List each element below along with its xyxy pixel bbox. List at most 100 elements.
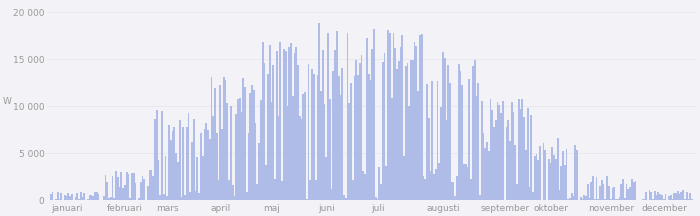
Bar [219,85,221,200]
Bar [690,193,691,200]
Bar [656,195,657,200]
Bar [140,182,141,200]
Bar [82,197,83,200]
Bar [671,199,673,200]
Bar [363,171,364,200]
Bar [620,184,622,200]
Bar [227,103,228,200]
Bar [486,142,488,200]
Bar [516,184,518,200]
Bar [426,84,428,200]
Bar [613,187,615,200]
Bar [170,140,172,200]
Bar [583,195,585,200]
Bar [75,197,76,200]
Bar [326,157,327,200]
Bar [373,29,374,200]
Bar [177,162,178,200]
Bar [110,197,111,200]
Bar [382,62,384,200]
Bar [612,188,613,200]
Bar [500,113,502,200]
Bar [60,193,62,200]
Bar [536,154,538,200]
Bar [147,186,148,200]
Bar [200,133,202,200]
Bar [214,88,216,200]
Bar [260,100,262,200]
Bar [454,196,456,200]
Bar [566,149,568,200]
Bar [405,66,407,200]
Bar [160,195,161,200]
Bar [92,196,94,200]
Bar [622,179,624,200]
Bar [414,42,416,200]
Bar [668,196,670,200]
Bar [174,127,175,200]
Bar [481,100,482,200]
Bar [654,191,656,200]
Bar [175,153,177,200]
Bar [509,141,511,200]
Bar [460,71,461,200]
Bar [336,31,338,200]
Bar [225,81,227,200]
Bar [182,127,184,200]
Bar [407,63,408,200]
Bar [116,171,117,200]
Bar [424,179,426,200]
Bar [475,96,477,200]
Bar [495,120,497,200]
Bar [286,106,288,200]
Bar [297,65,299,200]
Bar [316,75,319,200]
Bar [184,195,186,200]
Bar [438,163,440,200]
Bar [197,157,198,200]
Bar [659,194,661,200]
Bar [265,165,267,200]
Bar [78,199,80,200]
Bar [680,192,682,200]
Bar [332,71,334,200]
Bar [421,33,423,200]
Bar [279,42,281,200]
Bar [302,94,304,200]
Bar [161,111,163,200]
Bar [617,199,619,200]
Bar [232,185,234,200]
Bar [580,197,582,200]
Bar [178,120,181,200]
Bar [318,23,320,200]
Bar [594,199,596,200]
Bar [386,166,387,200]
Bar [435,169,437,200]
Bar [234,196,235,200]
Bar [156,110,158,200]
Bar [52,192,53,200]
Bar [556,138,559,200]
Bar [624,199,626,200]
Bar [327,33,329,200]
Bar [126,172,127,200]
Bar [264,64,265,200]
Bar [673,193,675,200]
Bar [430,172,431,200]
Bar [150,170,153,200]
Bar [216,133,218,200]
Bar [465,164,467,200]
Bar [262,42,264,200]
Bar [207,130,209,200]
Bar [437,81,438,200]
Bar [329,99,330,200]
Bar [484,148,486,200]
Bar [349,103,350,200]
Bar [606,176,608,200]
Bar [634,181,636,200]
Bar [542,143,545,200]
Bar [246,192,248,200]
Bar [249,93,251,200]
Bar [677,191,679,200]
Bar [338,76,339,200]
